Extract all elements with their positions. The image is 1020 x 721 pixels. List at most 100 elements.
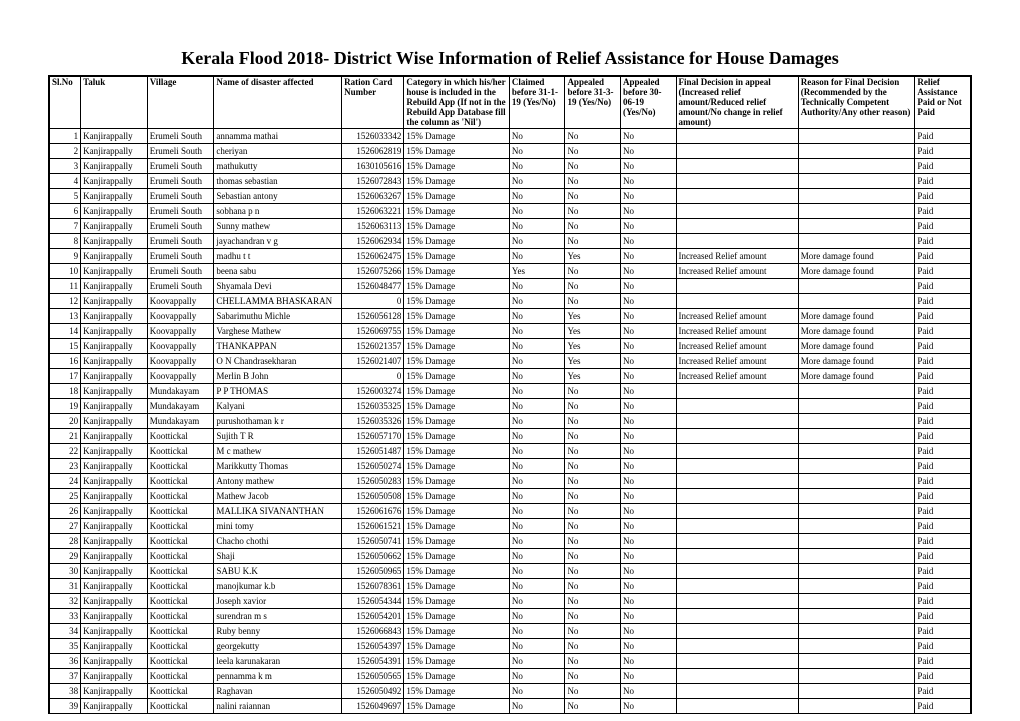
cell: Erumeli South bbox=[147, 234, 214, 249]
cell: 15% Damage bbox=[404, 549, 510, 564]
cell bbox=[798, 234, 915, 249]
cell: No bbox=[620, 129, 676, 144]
cell: 1526062475 bbox=[342, 249, 404, 264]
table-row: 38KanjirappallyKoottickalRaghavan1526050… bbox=[50, 684, 971, 699]
cell: Erumeli South bbox=[147, 189, 214, 204]
cell bbox=[676, 174, 798, 189]
cell: No bbox=[565, 204, 621, 219]
cell: Erumeli South bbox=[147, 264, 214, 279]
table-row: 6KanjirappallyErumeli Southsobhana p n15… bbox=[50, 204, 971, 219]
cell: No bbox=[620, 264, 676, 279]
cell: No bbox=[509, 699, 565, 714]
cell: Paid bbox=[915, 369, 971, 384]
cell: No bbox=[565, 384, 621, 399]
cell: Paid bbox=[915, 414, 971, 429]
table-row: 21KanjirappallyKoottickalSujith T R15260… bbox=[50, 429, 971, 444]
cell bbox=[798, 684, 915, 699]
cell: Kanjirappally bbox=[81, 414, 148, 429]
cell: 22 bbox=[50, 444, 81, 459]
table-row: 24KanjirappallyKoottickalAntony mathew15… bbox=[50, 474, 971, 489]
cell bbox=[676, 489, 798, 504]
cell: Kanjirappally bbox=[81, 129, 148, 144]
cell: No bbox=[620, 204, 676, 219]
cell: Koottickal bbox=[147, 624, 214, 639]
cell: Paid bbox=[915, 504, 971, 519]
cell: No bbox=[509, 354, 565, 369]
table-body: 1KanjirappallyErumeli Southannamma matha… bbox=[50, 129, 971, 714]
cell: Paid bbox=[915, 129, 971, 144]
cell: No bbox=[620, 504, 676, 519]
table-row: 19KanjirappallyMundakayamKalyani15260353… bbox=[50, 399, 971, 414]
table-row: 27KanjirappallyKoottickalmini tomy152606… bbox=[50, 519, 971, 534]
cell bbox=[798, 519, 915, 534]
cell: No bbox=[509, 129, 565, 144]
cell: Kanjirappally bbox=[81, 594, 148, 609]
cell: Kanjirappally bbox=[81, 564, 148, 579]
cell: Chacho chothi bbox=[214, 534, 342, 549]
cell bbox=[798, 429, 915, 444]
cell: Kanjirappally bbox=[81, 624, 148, 639]
cell: No bbox=[565, 474, 621, 489]
cell: 1526075266 bbox=[342, 264, 404, 279]
cell: jayachandran v g bbox=[214, 234, 342, 249]
cell: 13 bbox=[50, 309, 81, 324]
cell: 1526056128 bbox=[342, 309, 404, 324]
cell: Erumeli South bbox=[147, 129, 214, 144]
cell: 1526050741 bbox=[342, 534, 404, 549]
cell: No bbox=[509, 369, 565, 384]
cell: No bbox=[509, 219, 565, 234]
table-row: 10KanjirappallyErumeli Southbeena sabu15… bbox=[50, 264, 971, 279]
cell: No bbox=[565, 399, 621, 414]
cell: No bbox=[620, 609, 676, 624]
table-row: 34KanjirappallyKoottickalRuby benny15260… bbox=[50, 624, 971, 639]
cell: No bbox=[620, 474, 676, 489]
cell bbox=[676, 294, 798, 309]
cell: 1526035325 bbox=[342, 399, 404, 414]
cell: Antony mathew bbox=[214, 474, 342, 489]
cell: 1526050565 bbox=[342, 669, 404, 684]
cell: Mundakayam bbox=[147, 384, 214, 399]
cell: Kanjirappally bbox=[81, 504, 148, 519]
cell: No bbox=[620, 384, 676, 399]
table-row: 20KanjirappallyMundakayampurushothaman k… bbox=[50, 414, 971, 429]
cell: No bbox=[509, 609, 565, 624]
cell: Kanjirappally bbox=[81, 159, 148, 174]
cell: Paid bbox=[915, 474, 971, 489]
cell: Sujith T R bbox=[214, 429, 342, 444]
cell: Yes bbox=[565, 324, 621, 339]
cell: Paid bbox=[915, 234, 971, 249]
cell bbox=[798, 504, 915, 519]
relief-table: Sl.No Taluk Village Name of disaster aff… bbox=[49, 76, 971, 714]
cell: Mundakayam bbox=[147, 414, 214, 429]
cell bbox=[798, 579, 915, 594]
cell: 15% Damage bbox=[404, 174, 510, 189]
cell: Koottickal bbox=[147, 684, 214, 699]
cell: 9 bbox=[50, 249, 81, 264]
cell: Sabarimuthu Michle bbox=[214, 309, 342, 324]
cell: Paid bbox=[915, 219, 971, 234]
cell: 11 bbox=[50, 279, 81, 294]
cell: No bbox=[620, 519, 676, 534]
cell: Raghavan bbox=[214, 684, 342, 699]
cell: 1526050274 bbox=[342, 459, 404, 474]
cell: 15% Damage bbox=[404, 459, 510, 474]
cell: Yes bbox=[565, 339, 621, 354]
cell bbox=[798, 129, 915, 144]
cell bbox=[676, 654, 798, 669]
cell: Shyamala Devi bbox=[214, 279, 342, 294]
col-category: Category in which his/her house is inclu… bbox=[404, 77, 510, 129]
cell: No bbox=[565, 549, 621, 564]
page-title: Kerala Flood 2018- District Wise Informa… bbox=[48, 48, 972, 69]
cell: No bbox=[620, 249, 676, 264]
cell: 1526035326 bbox=[342, 414, 404, 429]
cell bbox=[676, 699, 798, 714]
cell bbox=[676, 549, 798, 564]
cell: Kanjirappally bbox=[81, 669, 148, 684]
cell bbox=[798, 159, 915, 174]
cell: 1526051487 bbox=[342, 444, 404, 459]
cell: Merlin B John bbox=[214, 369, 342, 384]
cell: 1526063113 bbox=[342, 219, 404, 234]
cell: Kanjirappally bbox=[81, 444, 148, 459]
cell: 15% Damage bbox=[404, 189, 510, 204]
cell: Paid bbox=[915, 534, 971, 549]
